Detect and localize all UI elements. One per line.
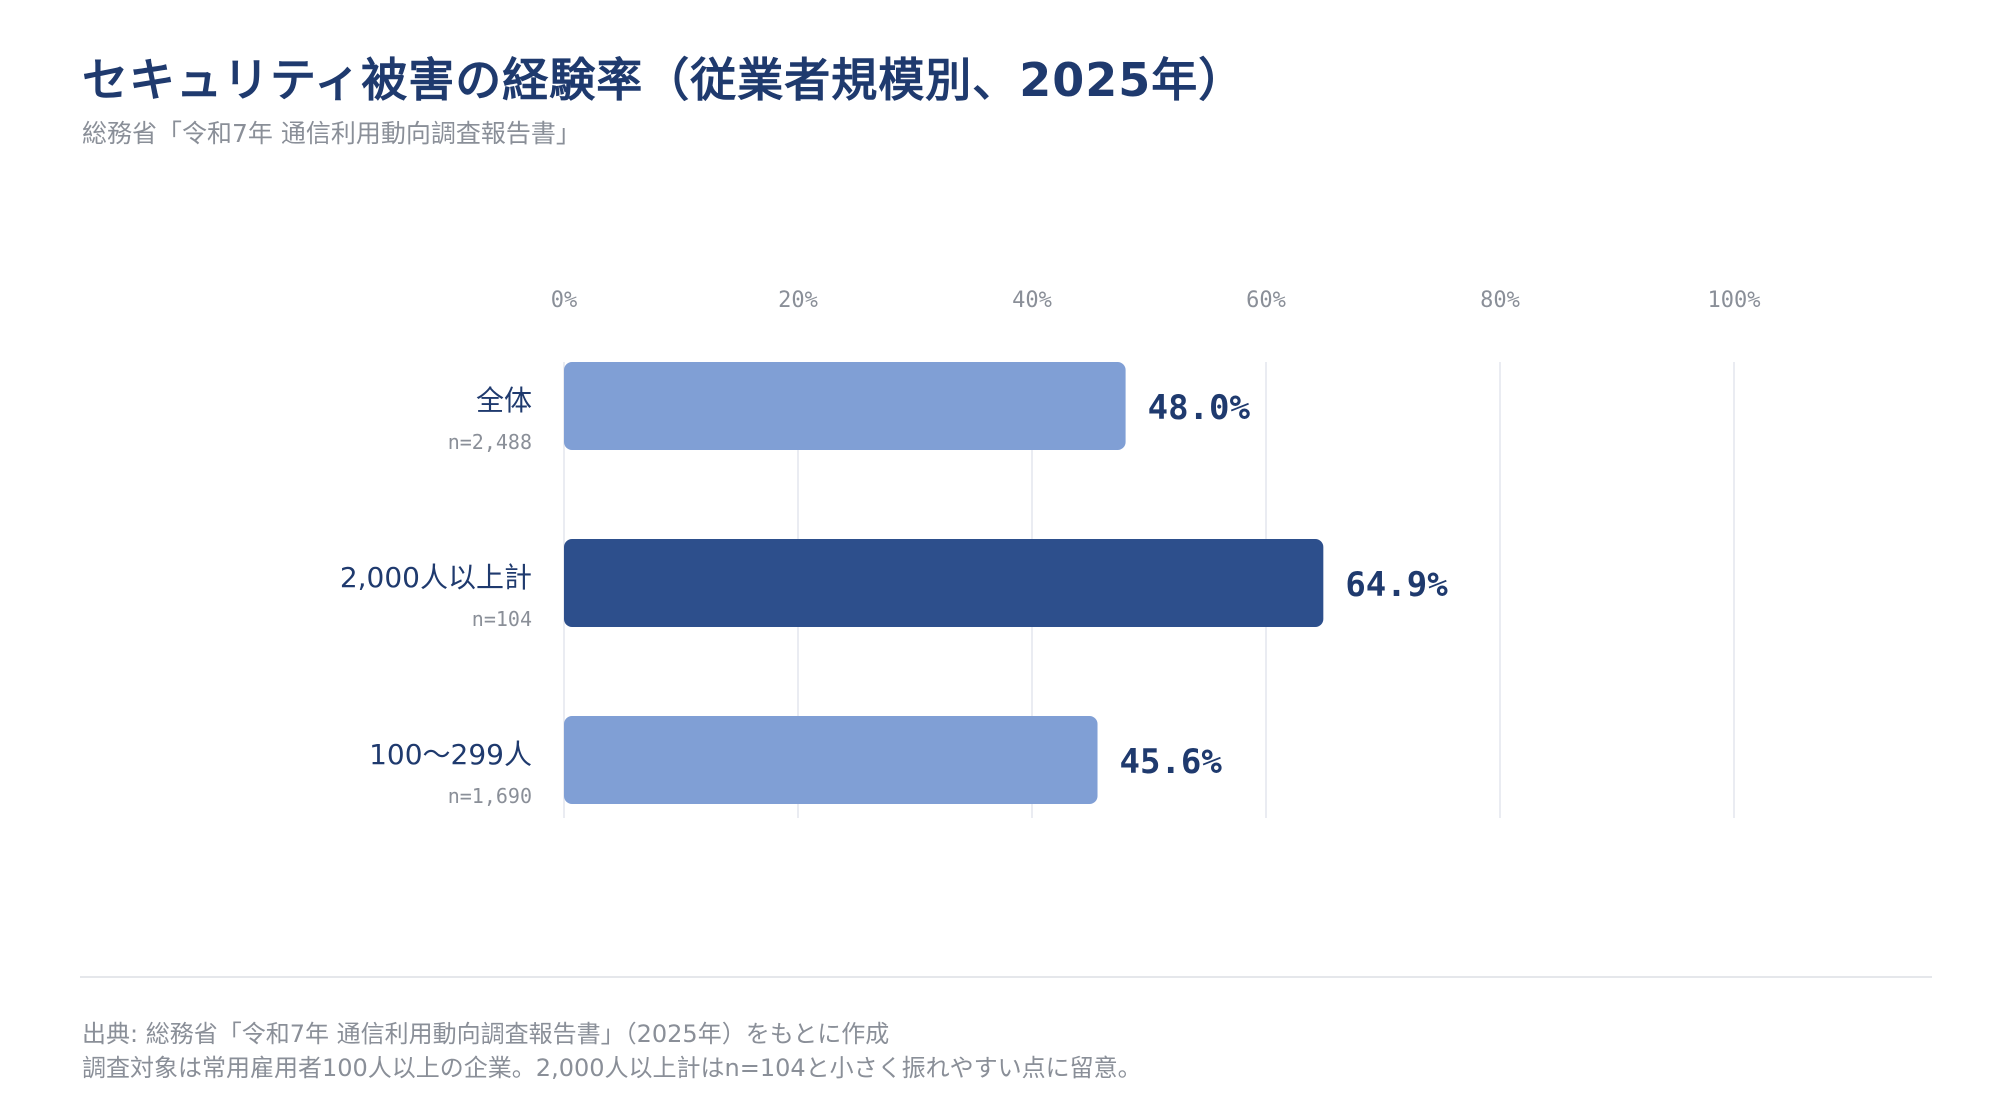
x-tick-label: 20% — [778, 288, 818, 313]
sample-size-label: n=2,488 — [448, 430, 532, 454]
source-note: 出典: 総務省「令和7年 通信利用動向調査報告書」（2025年）をもとに作成 — [82, 1020, 890, 1048]
footer-divider — [80, 976, 1932, 978]
category-labels: 全体 n=2,488 2,000人以上計 n=104 100～299人 n=1,690 — [340, 384, 532, 808]
category-label: 2,000人以上計 — [340, 561, 532, 594]
value-label: 45.6% — [1120, 742, 1223, 782]
bars: 48.0% 64.9% 45.6% — [564, 362, 1448, 804]
x-tick-label: 40% — [1012, 288, 1052, 313]
category-label: 全体 — [476, 384, 532, 417]
sample-size-label: n=104 — [472, 607, 532, 631]
category-label: 100～299人 — [369, 738, 532, 771]
x-tick-label: 100% — [1708, 288, 1761, 313]
value-label: 64.9% — [1345, 565, 1448, 605]
chart-title: セキュリティ被害の経験率（従業者規模別、2025年） — [82, 53, 1246, 107]
value-label: 48.0% — [1148, 388, 1251, 428]
bar — [564, 362, 1126, 450]
footnote: 調査対象は常用雇用者100人以上の企業。2,000人以上計はn=104と小さく振… — [82, 1054, 1142, 1082]
x-tick-label: 80% — [1480, 288, 1520, 313]
bar — [564, 539, 1324, 627]
x-tick-label: 0% — [551, 288, 578, 313]
x-axis-ticks: 0% 20% 40% 60% 80% 100% — [551, 288, 1761, 313]
sample-size-label: n=1,690 — [448, 784, 532, 808]
bar-chart: 0% 20% 40% 60% 80% 100% 48.0% 64.9% 45.6% 全体 n=2… — [340, 288, 1761, 818]
chart-subtitle: 総務省「令和7年 通信利用動向調査報告書」 — [82, 119, 581, 148]
bar — [564, 716, 1098, 804]
x-tick-label: 60% — [1246, 288, 1286, 313]
